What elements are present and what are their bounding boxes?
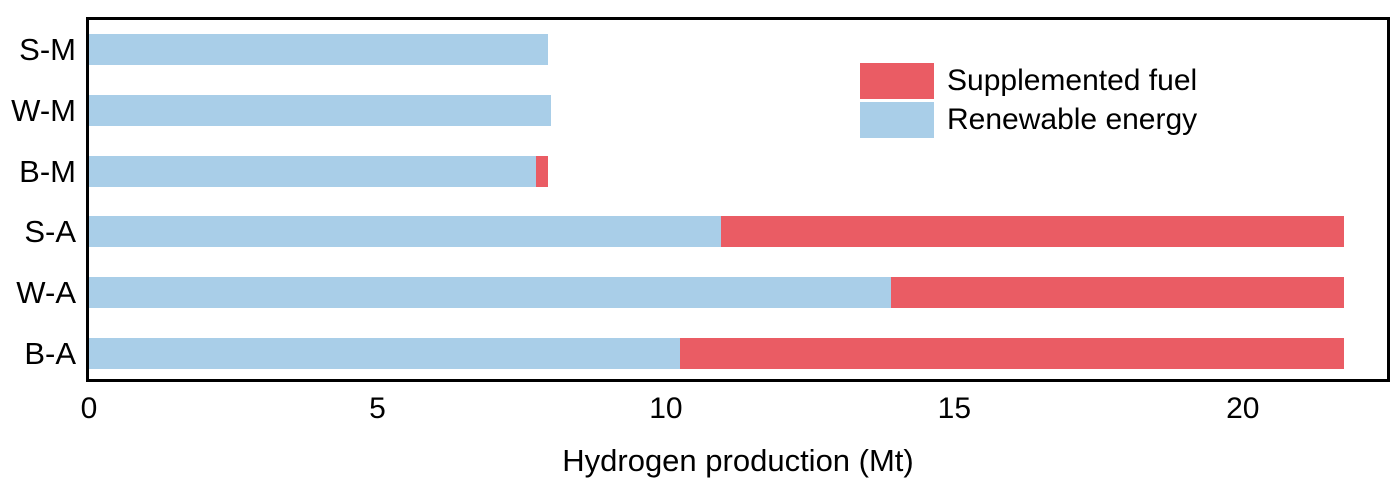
bar-segment-b-a-supplemented-fuel: [680, 338, 1344, 369]
legend-swatch-renewable-energy-icon: [860, 102, 934, 138]
legend-label-supplemented-fuel: Supplemented fuel: [947, 64, 1198, 97]
y-axis-label-s-m: S-M: [19, 32, 76, 67]
x-axis-tick-15: 15: [937, 392, 972, 425]
legend-item-renewable-energy: Renewable energy: [860, 102, 1197, 138]
bar-segment-w-a-supplemented-fuel: [890, 277, 1344, 309]
x-axis-tick-0: 0: [80, 392, 98, 425]
bar-segment-w-a-renewable-energy: [89, 277, 891, 309]
y-axis-label-w-a: W-A: [16, 275, 76, 311]
legend: Supplemented fuel Renewable energy: [860, 63, 1197, 138]
x-axis-title: Hydrogen production (Mt): [562, 443, 914, 478]
x-axis-tick-10: 10: [649, 392, 683, 425]
bar-row-w-a: [89, 277, 1387, 309]
bar-segment-b-m-renewable-energy: [89, 155, 537, 187]
legend-swatch-supplemented-fuel-icon: [860, 63, 934, 99]
bar-segment-b-m-supplemented-fuel: [536, 155, 548, 187]
bar-row-b-m: [89, 155, 1387, 187]
bar-row-s-m: [89, 34, 1387, 65]
x-axis-tick-5: 5: [369, 392, 386, 425]
bar-segment-s-a-supplemented-fuel: [720, 216, 1344, 248]
bar-segment-b-a-renewable-energy: [89, 338, 681, 369]
y-axis-label-s-a: S-A: [24, 214, 76, 250]
bar-segment-s-a-renewable-energy: [89, 216, 721, 248]
legend-item-supplemented-fuel: Supplemented fuel: [860, 63, 1197, 99]
x-axis-tick-20: 20: [1226, 392, 1260, 425]
plot-area: Supplemented fuel Renewable energy: [86, 17, 1390, 382]
bar-row-b-a: [89, 338, 1387, 369]
y-axis-label-b-a: B-A: [24, 336, 76, 371]
bar-segment-s-m-renewable-energy: [89, 34, 548, 65]
bar-row-w-m: [89, 94, 1387, 126]
y-axis-label-b-m: B-M: [19, 153, 76, 189]
legend-label-renewable-energy: Renewable energy: [947, 103, 1198, 136]
bar-row-s-a: [89, 216, 1387, 248]
y-axis-label-w-m: W-M: [11, 92, 76, 128]
bar-series-container: [89, 20, 1387, 379]
bar-segment-w-m-renewable-energy: [89, 94, 551, 126]
